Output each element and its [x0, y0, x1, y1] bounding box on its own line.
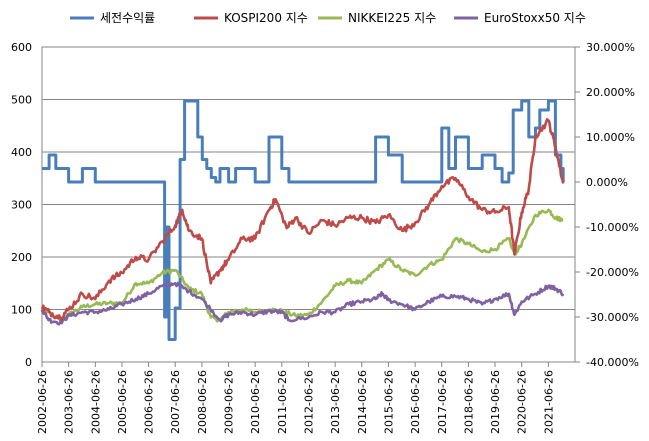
x-tick-label: 2006-06-26	[143, 370, 156, 434]
legend-label: KOSPI200 지수	[224, 11, 308, 25]
right-y-axis: 30.000% 20.000% 10.000% 0.000% -10.000% -20.0…	[575, 41, 639, 369]
y-right-tick-label: -20.000%	[586, 266, 639, 279]
series-line-2	[41, 208, 564, 323]
x-tick-label: 2005-06-26	[116, 370, 129, 434]
gridlines	[42, 99, 575, 310]
x-tick-label: 2013-06-26	[329, 370, 342, 434]
series-lines	[40, 99, 565, 341]
y-right-tick-label: 10.000%	[586, 131, 635, 144]
y-right-tick-label: -10.000%	[586, 221, 639, 234]
x-tick-label: 2002-06-26	[36, 370, 49, 434]
series-line-3	[40, 281, 565, 326]
x-tick-label: 2012-06-26	[303, 370, 316, 434]
x-tick-label: 2004-06-26	[89, 370, 102, 434]
x-tick-label: 2015-06-26	[382, 370, 395, 434]
x-axis: 2002-06-26 2003-06-26 2004-06-26 2005-06-26…	[36, 362, 555, 434]
x-tick-label: 2008-06-26	[196, 370, 209, 434]
y-right-tick-label: -30.000%	[586, 311, 639, 324]
x-tick-label: 2014-06-26	[356, 370, 369, 434]
legend: 세전수익률 KOSPI200 지수 NIKKEI225 지수 EuroStoxx50 …	[70, 11, 586, 25]
y-left-tick-label: 600	[11, 41, 32, 54]
series-line-0	[42, 99, 565, 341]
x-tick-label: 2010-06-26	[249, 370, 262, 434]
y-left-tick-label: 400	[11, 146, 32, 159]
series-line-1	[40, 118, 565, 321]
y-left-tick-label: 300	[11, 199, 32, 212]
y-right-tick-label: 20.000%	[586, 86, 635, 99]
y-left-tick-label: 200	[11, 251, 32, 264]
y-left-tick-label: 500	[11, 94, 32, 107]
x-tick-label: 2011-06-26	[276, 370, 289, 434]
left-y-axis: 0 100 200 300 400 500 600	[11, 41, 32, 369]
x-tick-label: 2019-06-26	[489, 370, 502, 434]
x-tick-label: 2018-06-26	[462, 370, 475, 434]
x-tick-label: 2009-06-26	[223, 370, 236, 434]
y-left-tick-label: 100	[11, 304, 32, 317]
x-tick-label: 2007-06-26	[169, 370, 182, 434]
x-tick-label: 2003-06-26	[63, 370, 76, 434]
legend-label: EuroStoxx50 지수	[484, 11, 586, 25]
y-right-tick-label: 0.000%	[586, 176, 628, 189]
legend-label: NIKKEI225 지수	[348, 11, 436, 25]
x-tick-label: 2020-06-26	[516, 370, 529, 434]
y-left-tick-label: 0	[25, 356, 32, 369]
x-tick-label: 2021-06-26	[542, 370, 555, 434]
legend-label: 세전수익률	[100, 11, 155, 25]
x-tick-label: 2016-06-26	[409, 370, 422, 434]
y-right-tick-label: -40.000%	[586, 356, 639, 369]
y-right-tick-label: 30.000%	[586, 41, 635, 54]
x-tick-label: 2017-06-26	[436, 370, 449, 434]
